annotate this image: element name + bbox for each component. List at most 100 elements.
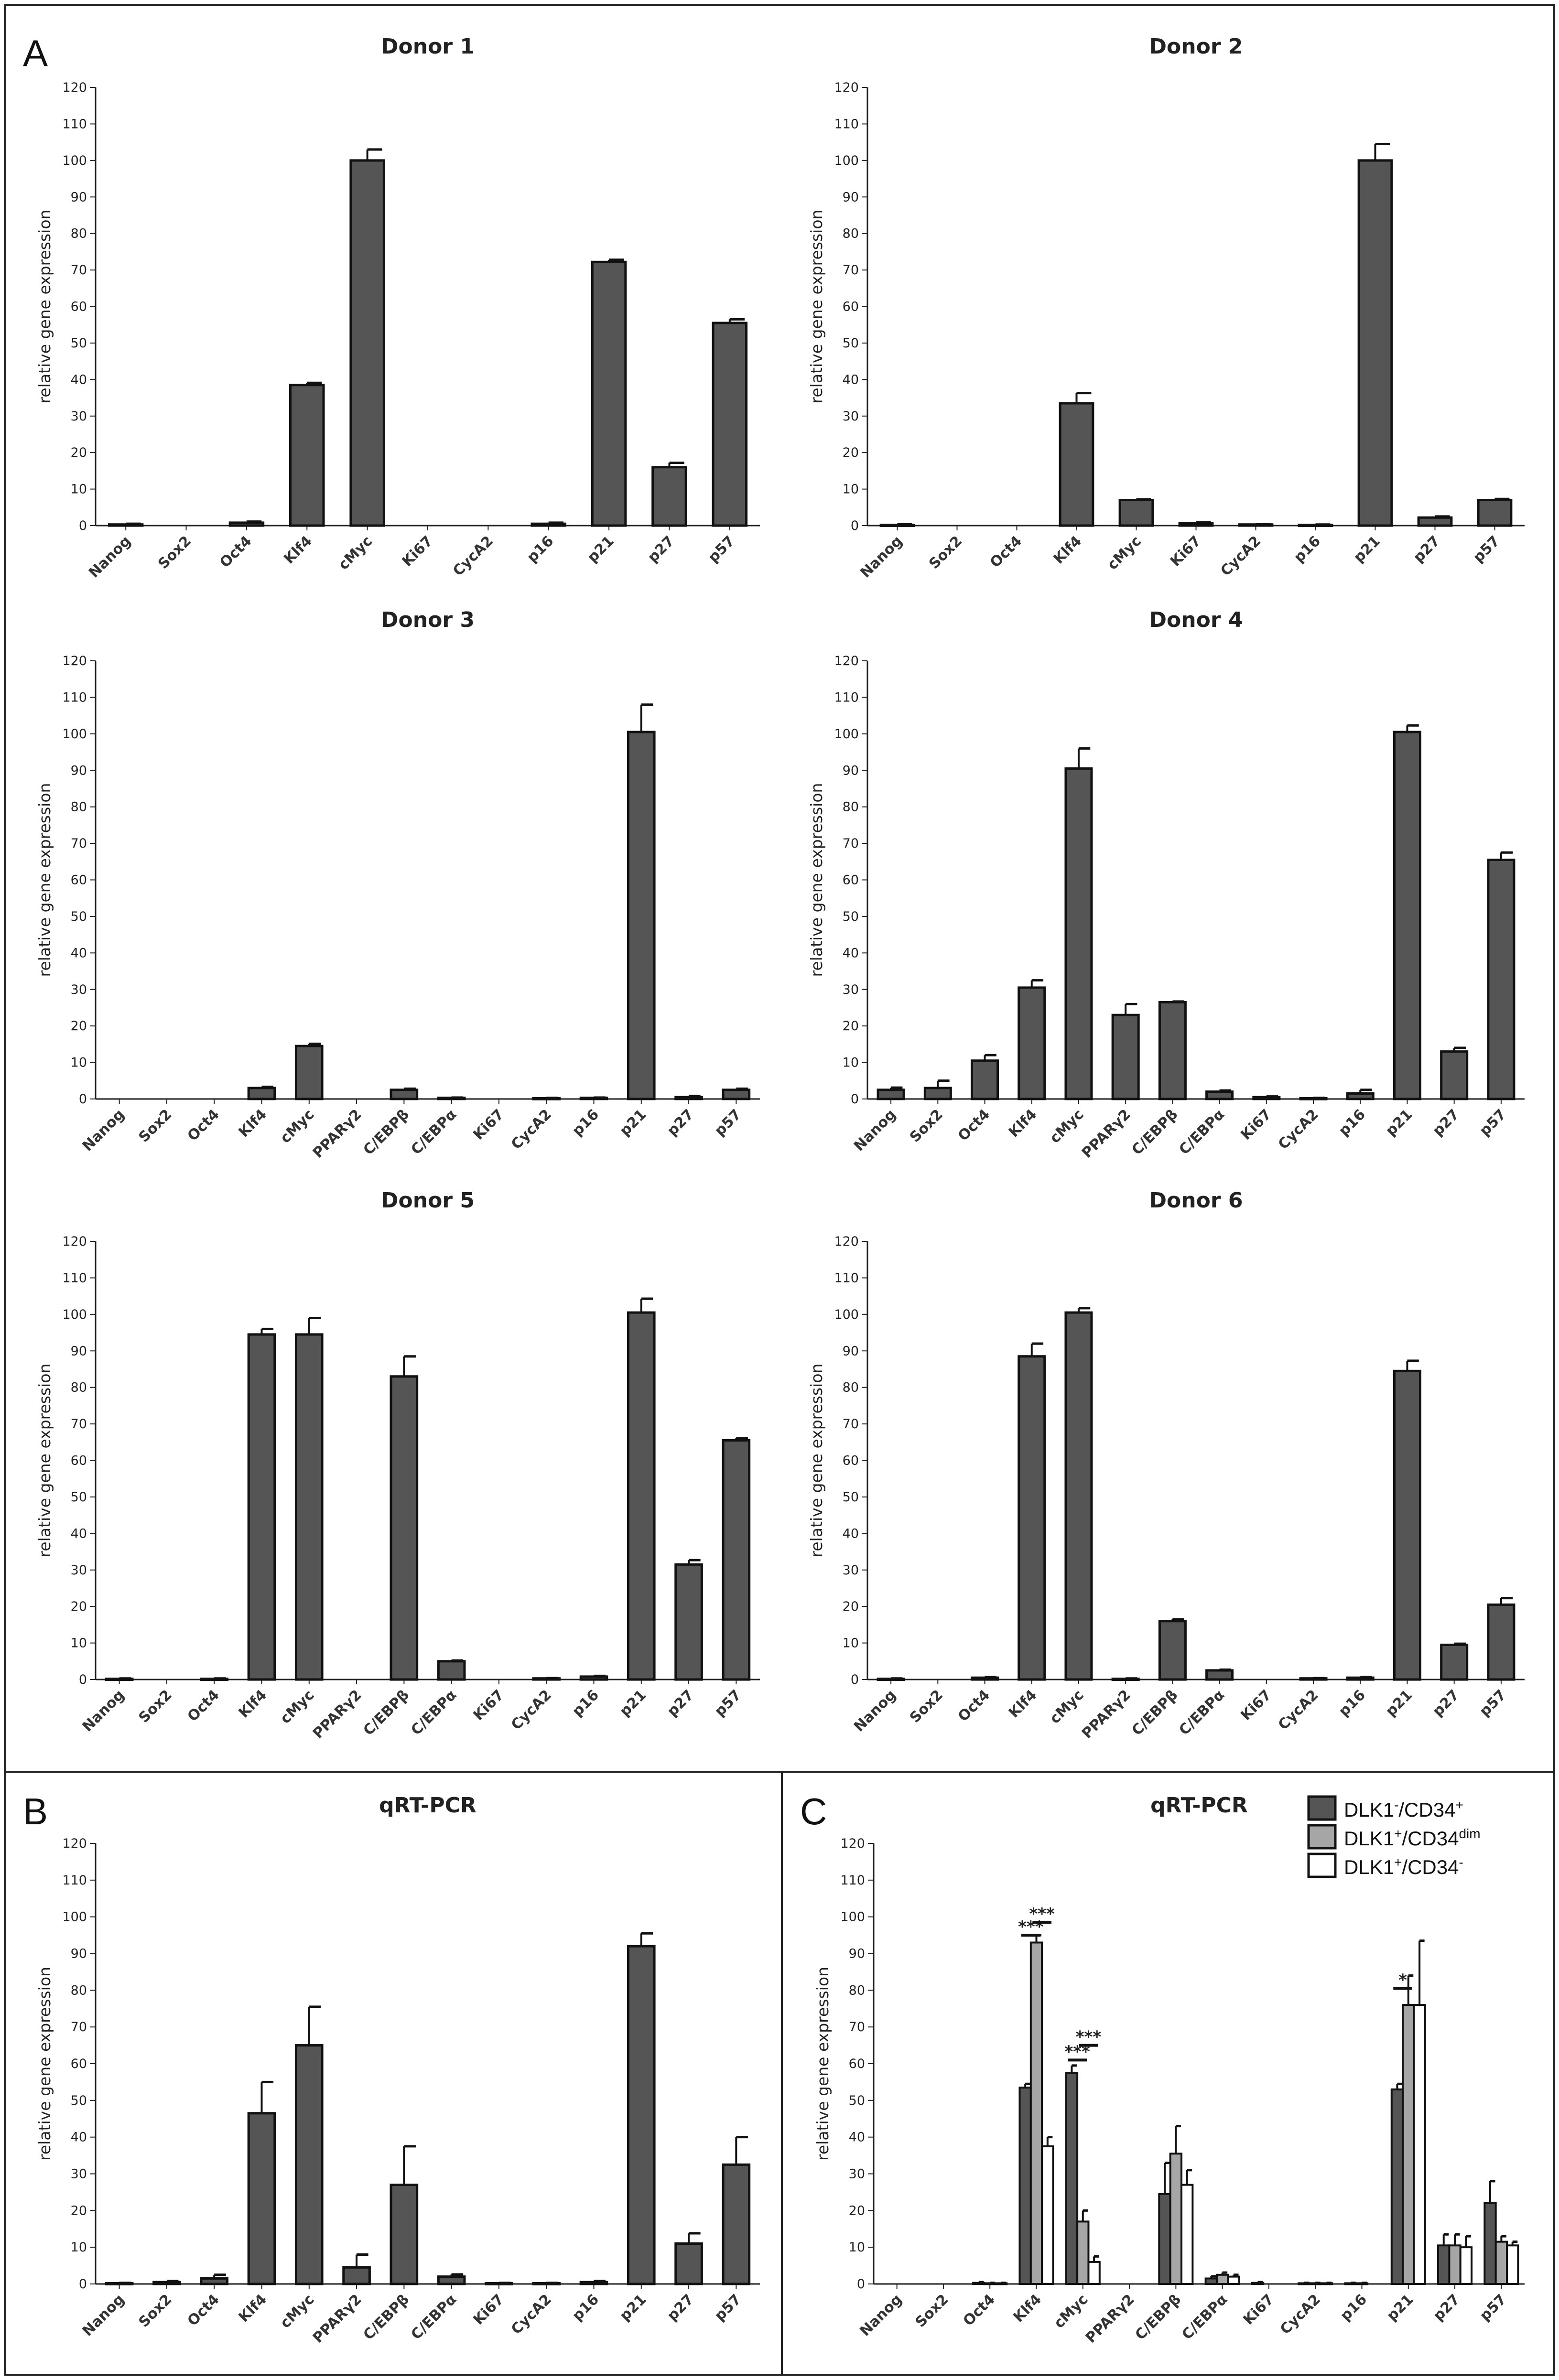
y-tick-label: 60 <box>71 1454 87 1468</box>
bar <box>1227 2275 1240 2285</box>
x-tick-label: C/EBPα <box>408 1106 460 1158</box>
y-tick-label: 100 <box>834 1307 859 1322</box>
y-tick-label: 120 <box>62 1234 87 1249</box>
y-tick-label: 70 <box>71 836 87 851</box>
y-tick-label: 10 <box>843 482 859 497</box>
legend-item: DLK1+/CD34- <box>1307 1852 1463 1878</box>
y-tick-label: 0 <box>79 518 87 533</box>
x-tick-label: Oct4 <box>987 533 1025 571</box>
y-tick-label: 90 <box>843 763 859 778</box>
x-tick-label: p27 <box>645 533 678 566</box>
bar <box>1357 159 1393 527</box>
x-tick-label: Klf4 <box>1006 1106 1040 1141</box>
x-tick-label: Klf4 <box>1050 533 1085 567</box>
y-tick-label: 100 <box>62 1910 87 1925</box>
x-tick-label: C/EBPα <box>408 1687 460 1739</box>
bar <box>289 384 325 527</box>
bar <box>1076 2220 1090 2285</box>
y-tick-label: 0 <box>851 518 859 533</box>
bar <box>342 2266 371 2285</box>
bar <box>1494 2240 1508 2285</box>
bar <box>1390 2088 1404 2285</box>
y-tick-label: 50 <box>71 2093 87 2108</box>
x-tick-label: p16 <box>569 1106 602 1139</box>
x-tick-label: p16 <box>1335 1106 1368 1139</box>
y-tick-label: 20 <box>71 1019 87 1034</box>
y-tick-label: 30 <box>71 982 87 997</box>
x-tick-label: Nanog <box>851 1106 899 1155</box>
x-tick-label: CycA2 <box>1217 533 1264 580</box>
legend-label: DLK1+/CD34dim <box>1344 1826 1481 1850</box>
bar <box>1064 1311 1093 1681</box>
x-tick-label: p57 <box>1477 2291 1510 2324</box>
bar <box>1041 2145 1054 2285</box>
x-tick-label: CycA2 <box>1275 1687 1322 1734</box>
y-tick-label: 40 <box>71 946 87 960</box>
x-tick-label: p16 <box>1337 2291 1370 2324</box>
y-tick-label: 20 <box>71 2203 87 2218</box>
y-tick-label: 60 <box>71 2057 87 2071</box>
bar <box>1018 1355 1046 1681</box>
bar <box>1487 858 1516 1100</box>
x-tick-label: p21 <box>584 533 617 566</box>
y-tick-label: 30 <box>843 1563 859 1578</box>
x-tick-label: p27 <box>664 1106 697 1139</box>
y-tick-label: 110 <box>62 1873 87 1888</box>
x-tick-label: Sox2 <box>136 1106 175 1146</box>
x-tick-label: CycA2 <box>508 2291 555 2338</box>
bar <box>530 522 566 527</box>
y-tick-label: 110 <box>834 1271 859 1285</box>
bar <box>1506 2244 1519 2285</box>
bar <box>228 521 265 527</box>
bar <box>627 1945 656 2285</box>
legend-label: DLK1-/CD34+ <box>1344 1798 1463 1821</box>
x-tick-label: Nanog <box>857 2291 906 2340</box>
y-tick-label: 0 <box>851 1672 859 1687</box>
y-tick-label: 40 <box>843 1526 859 1541</box>
x-tick-label: p27 <box>664 2291 697 2324</box>
x-tick-label: cMyc <box>1047 1106 1087 1147</box>
significance-label: * <box>1398 1971 1407 1990</box>
x-tick-label: p57 <box>1476 1687 1509 1720</box>
bar <box>674 1096 703 1100</box>
y-tick-label: 40 <box>71 1526 87 1541</box>
x-tick-label: Ki67 <box>1240 2291 1278 2328</box>
y-tick-label: 0 <box>79 1092 87 1107</box>
y-tick-label: 20 <box>71 1599 87 1614</box>
x-tick-label: Ki67 <box>1167 533 1204 570</box>
y-tick-label: 50 <box>849 2093 865 2108</box>
y-tick-label: 20 <box>843 1019 859 1034</box>
y-tick-label: 80 <box>843 1380 859 1395</box>
bar <box>1029 1941 1043 2285</box>
y-tick-label: 80 <box>71 1380 87 1395</box>
y-tick-label: 60 <box>843 1454 859 1468</box>
bar <box>1205 1090 1234 1100</box>
x-tick-label: Oct4 <box>184 1687 223 1725</box>
y-tick-label: 10 <box>843 1055 859 1070</box>
x-tick-label: C/EBPβ <box>1129 1106 1181 1158</box>
x-tick-label: Ki67 <box>1237 1106 1275 1143</box>
y-tick-label: 30 <box>849 2167 865 2182</box>
x-tick-label: cMyc <box>277 1106 318 1147</box>
bar <box>247 1333 276 1681</box>
y-tick-label: 50 <box>843 909 859 924</box>
y-tick-label: 10 <box>71 2240 87 2255</box>
x-tick-label: C/EBPβ <box>360 1106 412 1158</box>
chart-panelB: qRT-PCR relative gene expression 0 10 20 30 40… <box>35 1793 760 2347</box>
bar <box>1483 2202 1497 2285</box>
y-axis-label: relative gene expression <box>35 210 54 404</box>
x-tick-label: p57 <box>712 2291 745 2324</box>
y-tick-label: 80 <box>849 1983 865 1998</box>
bar <box>1440 1050 1469 1100</box>
x-tick-label: cMyc <box>277 1687 318 1727</box>
y-tick-label: 80 <box>843 800 859 815</box>
x-tick-label: Sox2 <box>155 533 195 572</box>
x-tick-label: Nanog <box>79 1106 128 1155</box>
x-tick-label: p57 <box>1476 1106 1509 1139</box>
x-tick-label: p21 <box>1383 1106 1416 1139</box>
x-tick-label: p57 <box>705 533 738 566</box>
x-tick-label: Nanog <box>79 2291 128 2340</box>
y-tick-label: 40 <box>843 946 859 960</box>
y-tick-label: 0 <box>857 2277 865 2292</box>
y-tick-label: 70 <box>849 2020 865 2035</box>
